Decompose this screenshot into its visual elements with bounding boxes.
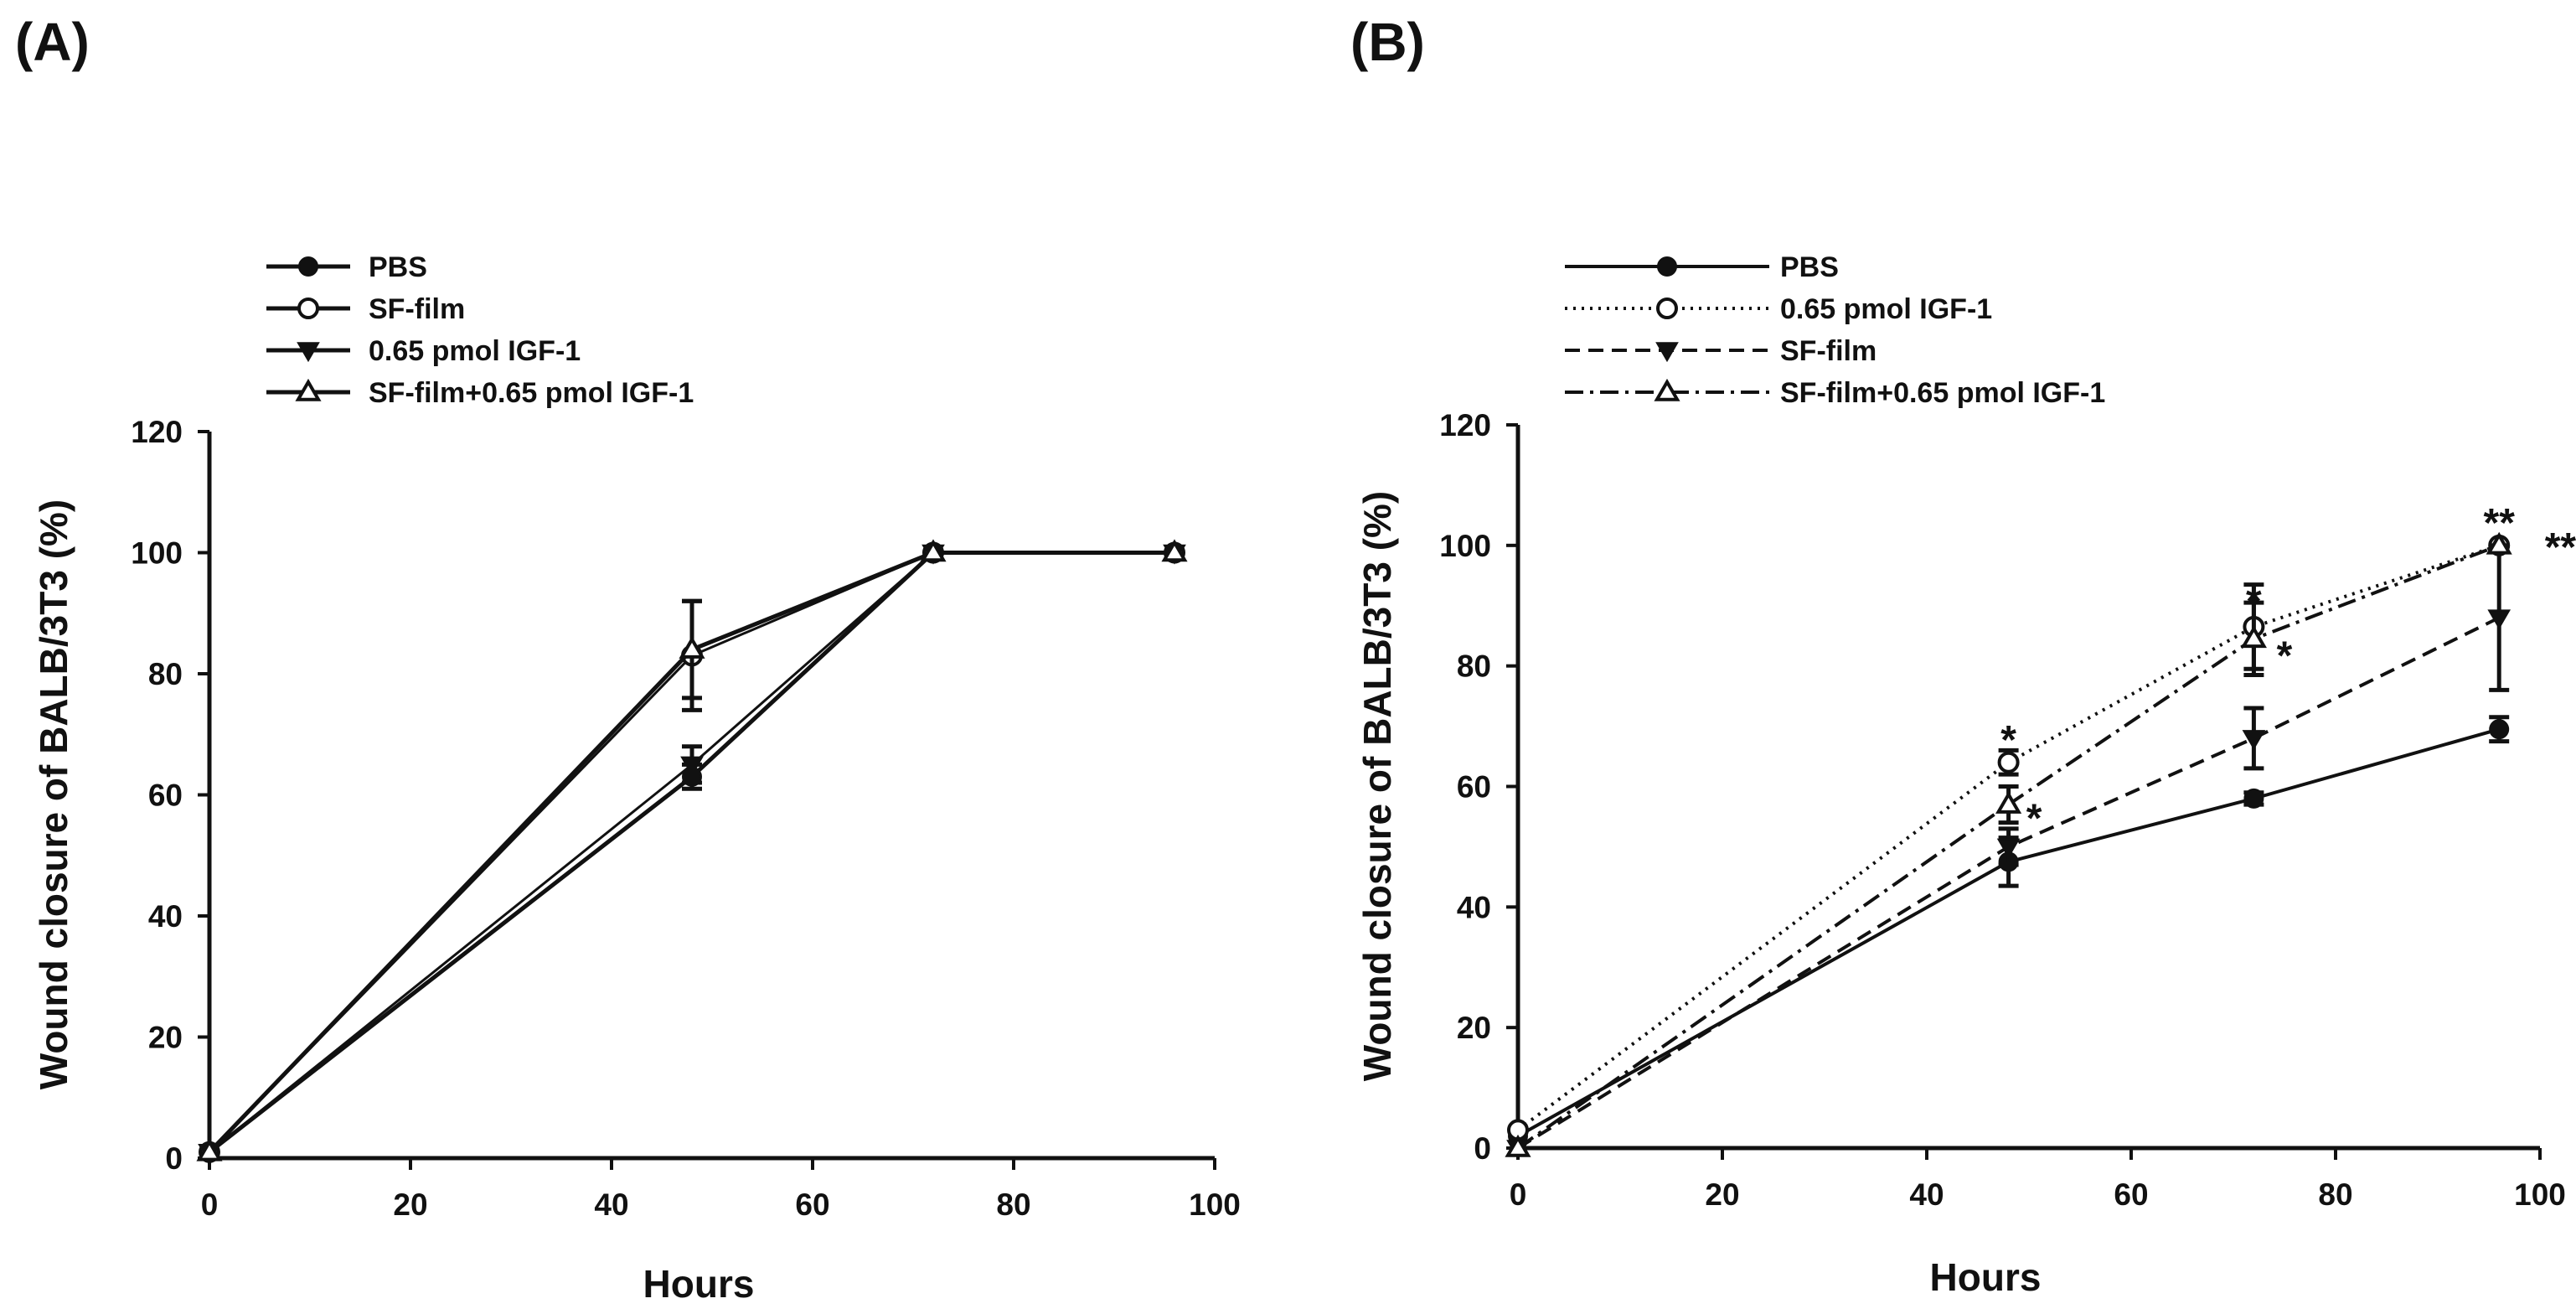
data-point xyxy=(2243,788,2264,809)
significance-star: * xyxy=(2246,580,2262,624)
legend-label: SF-film+0.65 pmol IGF-1 xyxy=(369,377,694,409)
y-tick-label: 60 xyxy=(148,779,183,813)
y-axis-title: Wound closure of BALB/3T3 (%) xyxy=(32,499,75,1090)
data-point xyxy=(1505,1134,1531,1157)
data-point xyxy=(2487,609,2511,630)
x-tick-label: 100 xyxy=(1189,1187,1241,1222)
y-tick-label: 120 xyxy=(131,415,183,449)
series-line xyxy=(208,551,1174,1154)
x-axis-title: Hours xyxy=(643,1262,755,1306)
y-tick-label: 20 xyxy=(148,1021,183,1055)
significance-star: ** xyxy=(2484,501,2516,546)
legend: PBS SF-film 0.65 pmol IGF-1 SF-film+0.65 pm… xyxy=(266,251,694,409)
y-tick-label: 60 xyxy=(1457,770,1491,804)
legend-marker xyxy=(297,297,319,319)
panel-a: (A) 0 20 40 60 80 100 0 20 40 60 80 100 120 Hours Wound… xyxy=(15,12,1241,1306)
legend: PBS 0.65 pmol IGF-1 SF-film SF-film+0.65 pm… xyxy=(1565,251,2105,409)
series-line xyxy=(1516,543,2500,1150)
significance-star: * xyxy=(2277,634,2293,678)
series-line xyxy=(1516,616,2501,1150)
series-3 xyxy=(1506,543,2511,1161)
data-point xyxy=(2240,625,2267,649)
panel-label: (A) xyxy=(15,12,90,72)
legend-marker xyxy=(1654,378,1680,401)
legend-marker xyxy=(298,256,318,277)
legend-marker xyxy=(1655,342,1679,363)
x-tick-label: 0 xyxy=(201,1187,219,1222)
data-point xyxy=(920,539,947,562)
data-point xyxy=(679,636,705,659)
panel-b: (B) 0 20 40 60 80 100 0 20 40 60 80 100 120 Hours Wound… xyxy=(1350,12,2576,1299)
data-point xyxy=(1995,790,2022,814)
legend-marker xyxy=(295,378,322,401)
y-tick-label: 0 xyxy=(1474,1131,1491,1166)
x-tick-label: 20 xyxy=(1705,1177,1739,1212)
y-tick-label: 0 xyxy=(165,1141,183,1176)
x-tick-label: 40 xyxy=(1909,1177,1944,1212)
y-tick-label: 80 xyxy=(148,657,183,691)
legend-label: SF-film xyxy=(369,293,465,325)
x-tick-label: 60 xyxy=(795,1187,829,1222)
data-point xyxy=(680,756,704,777)
y-axis-title: Wound closure of BALB/3T3 (%) xyxy=(1355,491,1399,1082)
data-point xyxy=(1161,539,1188,562)
legend-label: SF-film xyxy=(1780,335,1877,367)
significance-star: * xyxy=(2026,796,2042,841)
legend-marker xyxy=(297,342,320,363)
panel-label: (B) xyxy=(1350,12,1425,72)
x-axis-title: Hours xyxy=(1930,1255,2042,1299)
legend-marker xyxy=(1656,297,1678,319)
legend-label: PBS xyxy=(1780,251,1839,283)
significance-star: ** xyxy=(2545,525,2576,570)
data-point xyxy=(2489,719,2510,740)
x-tick-label: 40 xyxy=(594,1187,628,1222)
data-point xyxy=(196,1138,223,1161)
series-4 xyxy=(1505,531,2512,1157)
legend-label: 0.65 pmol IGF-1 xyxy=(369,335,581,367)
y-tick-label: 120 xyxy=(1439,408,1491,442)
x-tick-label: 60 xyxy=(2114,1177,2148,1212)
y-tick-label: 40 xyxy=(148,899,183,934)
y-tick-label: 80 xyxy=(1457,649,1491,684)
x-tick-label: 20 xyxy=(393,1187,427,1222)
y-tick-label: 40 xyxy=(1457,890,1491,924)
data-point xyxy=(2486,531,2512,555)
significance-star: * xyxy=(2000,718,2016,763)
x-tick-label: 100 xyxy=(2514,1177,2566,1212)
y-tick-label: 100 xyxy=(131,536,183,571)
x-tick-label: 0 xyxy=(1510,1177,1527,1212)
series-4 xyxy=(196,539,1188,1161)
legend-label: SF-film+0.65 pmol IGF-1 xyxy=(1780,377,2105,409)
legend-marker xyxy=(1657,256,1677,277)
y-tick-label: 100 xyxy=(1439,529,1491,563)
data-point xyxy=(1996,838,2021,859)
data-point xyxy=(1997,751,2020,773)
legend-label: PBS xyxy=(369,251,427,283)
data-point xyxy=(2242,730,2266,751)
x-tick-label: 80 xyxy=(2318,1177,2352,1212)
series-line xyxy=(1516,543,2500,1132)
legend-label: 0.65 pmol IGF-1 xyxy=(1780,293,1992,325)
x-tick-label: 80 xyxy=(996,1187,1030,1222)
series-1 xyxy=(1508,715,2510,1146)
y-tick-label: 20 xyxy=(1457,1011,1491,1045)
